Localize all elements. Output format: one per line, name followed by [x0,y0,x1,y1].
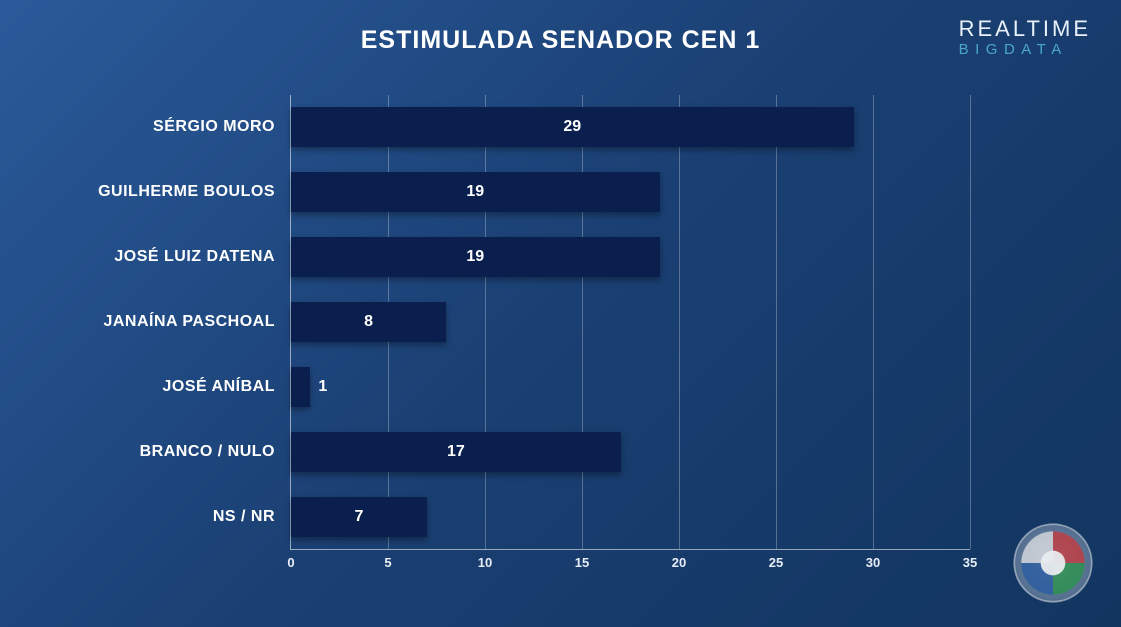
brand-logo: REALTIME BIGDATA [959,18,1091,57]
chart-plot: 05101520253035SÉRGIO MORO29GUILHERME BOU… [290,95,970,550]
x-tick-label: 0 [287,555,294,570]
bar-value: 7 [354,508,363,526]
gridline [873,95,874,549]
gridline [582,95,583,549]
bar: 7 [291,497,427,537]
x-tick-label: 25 [769,555,783,570]
bar: 8 [291,302,446,342]
bar-row: GUILHERME BOULOS19 [291,172,660,212]
bar-row: BRANCO / NULO17 [291,432,621,472]
x-tick-label: 35 [963,555,977,570]
bar-value: 19 [466,248,484,266]
bar-row: JOSÉ LUIZ DATENA19 [291,237,660,277]
gridline [485,95,486,549]
gridline [679,95,680,549]
x-tick-label: 10 [478,555,492,570]
bar-row: NS / NR7 [291,497,427,537]
bar-value: 19 [466,183,484,201]
chart-area: 05101520253035SÉRGIO MORO29GUILHERME BOU… [290,95,970,575]
bar [291,367,310,407]
bar-row: JOSÉ ANÍBAL1 [291,367,327,407]
bar: 17 [291,432,621,472]
x-tick-label: 30 [866,555,880,570]
bar-row: SÉRGIO MORO29 [291,107,854,147]
bar: 19 [291,172,660,212]
x-tick-label: 20 [672,555,686,570]
bar: 29 [291,107,854,147]
gridline [776,95,777,549]
category-label: JOSÉ ANÍBAL [163,378,275,396]
brand-line1: REALTIME [959,18,1091,40]
bar-row: JANAÍNA PASCHOAL8 [291,302,446,342]
brand-line2: BIGDATA [959,42,1091,57]
category-label: NS / NR [213,508,275,526]
record-watermark-icon [1009,519,1097,607]
x-tick-label: 5 [384,555,391,570]
category-label: JOSÉ LUIZ DATENA [114,248,275,266]
category-label: BRANCO / NULO [140,443,275,461]
bar-value: 1 [318,378,327,396]
bar-value: 29 [563,118,581,136]
category-label: JANAÍNA PASCHOAL [103,313,275,331]
category-label: SÉRGIO MORO [153,118,275,136]
chart-title: ESTIMULADA SENADOR CEN 1 [0,26,1121,55]
category-label: GUILHERME BOULOS [98,183,275,201]
bar-value: 8 [364,313,373,331]
gridline [970,95,971,549]
x-tick-label: 15 [575,555,589,570]
bar: 19 [291,237,660,277]
bar-value: 17 [447,443,465,461]
